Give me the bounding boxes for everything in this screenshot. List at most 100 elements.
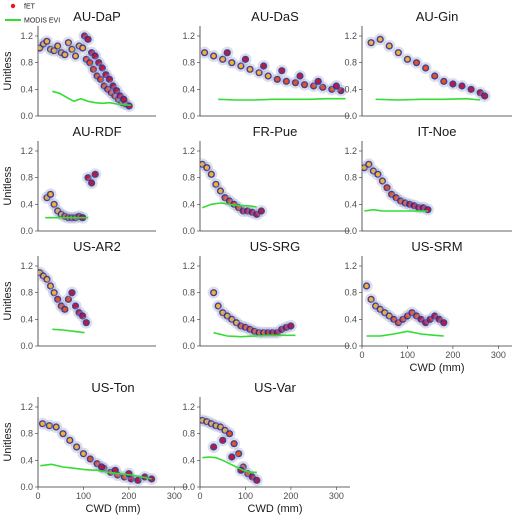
fet-point bbox=[229, 317, 235, 322]
fet-point bbox=[423, 320, 428, 325]
fet-points bbox=[362, 158, 434, 216]
fet-point bbox=[414, 60, 419, 65]
evi-line bbox=[218, 97, 346, 101]
fet-points bbox=[207, 286, 297, 339]
fet-point bbox=[211, 290, 216, 295]
y-tick-label: 0.4 bbox=[182, 199, 195, 209]
y-axis-label: Unitless bbox=[2, 422, 14, 462]
fet-point bbox=[100, 65, 105, 71]
evi-line bbox=[52, 328, 85, 334]
y-tick-label: 0.8 bbox=[182, 58, 195, 68]
fet-point bbox=[329, 87, 335, 92]
fet-point bbox=[93, 53, 98, 59]
x-tick-label: 100 bbox=[76, 491, 91, 501]
y-tick-label: 0.4 bbox=[344, 199, 357, 209]
fet-point bbox=[261, 330, 266, 335]
y-tick-label: 0.4 bbox=[20, 455, 33, 465]
y-tick-label: 0.8 bbox=[20, 58, 33, 68]
fet-point bbox=[275, 330, 280, 335]
fet-point bbox=[73, 303, 78, 309]
fet-point bbox=[311, 83, 316, 89]
fet-point bbox=[60, 431, 66, 436]
fet-point bbox=[256, 330, 262, 335]
y-axis-label: Unitless bbox=[2, 281, 14, 321]
y-tick-label: 1.2 bbox=[20, 261, 33, 271]
fet-point bbox=[38, 45, 42, 51]
fet-point bbox=[364, 283, 369, 289]
fet-point bbox=[121, 97, 127, 102]
panel-au-dap: AU-DaP 0.0 0.4 0.8 1.2 Unitless bbox=[2, 9, 156, 121]
panel-au-gin: AU-Gin 0.0 0.4 0.8 1.2 bbox=[344, 9, 512, 121]
fet-point bbox=[373, 303, 378, 309]
y-tick-label: 1.2 bbox=[344, 146, 357, 156]
evi-line bbox=[202, 456, 257, 474]
fet-point bbox=[99, 464, 104, 470]
fet-points bbox=[200, 414, 263, 487]
fet-point bbox=[84, 320, 89, 325]
fet-point bbox=[418, 317, 424, 322]
fet-point bbox=[254, 212, 260, 217]
fet-point bbox=[80, 45, 85, 51]
y-tick-label: 0.4 bbox=[182, 314, 195, 324]
fet-point bbox=[48, 192, 53, 197]
fet-point bbox=[55, 43, 60, 49]
panel-us-ton: US-Ton 0.0 0.4 0.8 1.2 0 100 200 300 Unitless CWD … bbox=[2, 380, 188, 515]
fet-point bbox=[279, 68, 285, 73]
evi-line bbox=[40, 463, 152, 480]
y-tick-label: 0.4 bbox=[182, 84, 195, 94]
fet-points bbox=[200, 46, 347, 97]
y-tick-label: 1.2 bbox=[344, 261, 357, 271]
fet-point bbox=[44, 39, 50, 44]
fet-point bbox=[284, 79, 289, 84]
y-tick-label: 0.8 bbox=[344, 58, 357, 68]
fet-points bbox=[362, 280, 450, 329]
fet-point bbox=[213, 182, 219, 187]
y-tick-label: 1.2 bbox=[182, 261, 195, 271]
fet-point bbox=[366, 162, 372, 167]
fet-point bbox=[55, 297, 60, 302]
y-tick-label: 0.0 bbox=[20, 482, 33, 492]
y-tick-label: 0.4 bbox=[344, 84, 357, 94]
fet-point bbox=[229, 60, 235, 65]
y-tick-label: 0.4 bbox=[20, 84, 33, 94]
panel-title: FR-Pue bbox=[253, 124, 298, 139]
panel-au-rdf: AU-RDF 0.0 0.4 0.8 1.2 Unitless bbox=[2, 124, 156, 236]
panel-title: AU-DaP bbox=[73, 9, 121, 24]
fet-point bbox=[432, 313, 437, 319]
panel-title: US-SRM bbox=[411, 239, 462, 254]
fet-point bbox=[302, 82, 307, 87]
y-tick-label: 0.8 bbox=[344, 173, 357, 183]
fet-point bbox=[211, 444, 216, 450]
fet-point bbox=[218, 188, 223, 194]
fet-point bbox=[51, 48, 57, 53]
y-tick-label: 0.8 bbox=[182, 429, 195, 439]
panel-us-var: US-Var 0.0 0.4 0.8 1.2 0 100 200 300 CWD (mm) bbox=[182, 380, 350, 515]
fet-point bbox=[220, 310, 225, 315]
y-tick-label: 1.2 bbox=[182, 31, 195, 41]
fet-point bbox=[67, 438, 73, 443]
fet-point bbox=[149, 476, 154, 482]
fet-points bbox=[200, 158, 268, 221]
fet-point bbox=[247, 67, 253, 72]
y-tick-label: 0.0 bbox=[182, 111, 195, 121]
fet-point bbox=[202, 50, 207, 55]
fet-point bbox=[85, 37, 91, 42]
y-tick-label: 0.8 bbox=[182, 173, 195, 183]
fet-point bbox=[362, 165, 367, 170]
fet-point bbox=[396, 50, 401, 55]
fet-point bbox=[74, 444, 79, 450]
fet-point bbox=[468, 87, 474, 92]
fet-point bbox=[256, 70, 262, 75]
fet-point bbox=[96, 60, 101, 65]
fet-point bbox=[69, 290, 75, 295]
fet-point bbox=[91, 67, 96, 72]
panel-title: IT-Noe bbox=[417, 124, 456, 139]
fet-points bbox=[38, 30, 136, 112]
fet-point bbox=[107, 77, 112, 82]
panel-au-das: AU-DaS 0.0 0.4 0.8 1.2 bbox=[182, 9, 350, 121]
fet-point bbox=[103, 72, 109, 77]
fet-point bbox=[432, 73, 437, 79]
fet-point bbox=[135, 478, 141, 483]
fet-point bbox=[81, 451, 86, 456]
fet-point bbox=[48, 283, 53, 289]
